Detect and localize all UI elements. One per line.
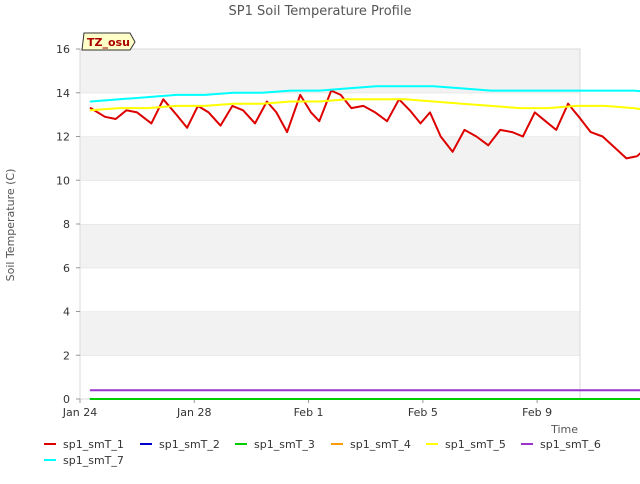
legend: sp1_smT_1 sp1_smT_2 sp1_smT_3 sp1_smT_4 sp1_… (44, 438, 601, 467)
series-line-sp1-smT-5 (89, 98, 640, 112)
legend-label: sp1_smT_3 (254, 438, 315, 451)
x-tick-label: Feb 1 (294, 406, 324, 419)
y-tick-label: 8 (63, 218, 70, 231)
grid-band (80, 224, 580, 268)
y-axis-label: Soil Temperature (C) (4, 169, 17, 282)
series-line-sp1-smT-7 (89, 85, 640, 103)
legend-item: sp1_smT_3 (235, 438, 315, 451)
station-badge-box (81, 32, 136, 51)
legend-label: sp1_smT_1 (63, 438, 124, 451)
legend-item: sp1_smT_1 (44, 438, 124, 451)
grid-band (80, 267, 580, 312)
grid-band (80, 311, 580, 356)
x-tick-label: Jan 24 (62, 406, 97, 419)
y-tick-label: 6 (63, 262, 70, 275)
background-bands (80, 48, 580, 399)
chart-title: SP1 Soil Temperature Profile (229, 4, 412, 19)
grid-band (80, 180, 580, 224)
y-tick-label: 16 (56, 43, 70, 56)
legend-item: sp1_smT_5 (426, 438, 506, 451)
legend-item: sp1_smT_7 (44, 454, 124, 467)
x-tick-label: Feb 5 (408, 406, 438, 419)
grid-band (80, 49, 580, 93)
grid-band (80, 136, 580, 181)
series-lines (89, 85, 640, 400)
y-tick-label: 2 (63, 349, 70, 362)
legend-label: sp1_smT_2 (159, 438, 220, 451)
x-axis-label: Time (550, 423, 578, 436)
legend-item: sp1_smT_6 (521, 438, 601, 451)
x-tick-label: Jan 28 (176, 406, 211, 419)
legend-label: sp1_smT_6 (540, 438, 601, 451)
axis-ticks: 0 2 4 6 8 10 12 14 16 Jan 24 Jan 28 Feb 1 Feb 5 Feb 9 (56, 43, 552, 419)
legend-label: sp1_smT_5 (445, 438, 506, 451)
y-tick-label: 10 (56, 174, 70, 187)
y-tick-label: 4 (63, 306, 70, 319)
legend-label: sp1_smT_7 (63, 454, 124, 467)
grid-band (80, 355, 580, 399)
y-tick-label: 14 (56, 87, 70, 100)
y-tick-label: 12 (56, 131, 70, 144)
legend-item: sp1_smT_2 (140, 438, 220, 451)
x-tick-label: Feb 9 (522, 406, 552, 419)
station-badge-label: TZ_osu (87, 36, 130, 49)
legend-label: sp1_smT_4 (350, 438, 411, 451)
station-badge: TZ_osu (81, 32, 136, 51)
y-tick-label: 0 (63, 393, 70, 406)
legend-item: sp1_smT_4 (331, 438, 411, 451)
series-line-sp1-smT-1 (89, 89, 640, 160)
